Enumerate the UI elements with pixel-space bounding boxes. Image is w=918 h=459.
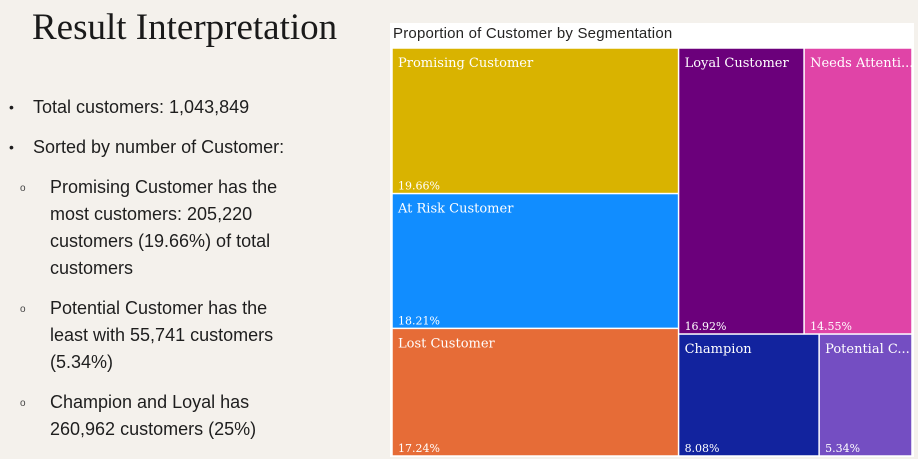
sub-bullet-circle-icon: o xyxy=(20,304,26,315)
treemap-rect[interactable] xyxy=(392,329,678,456)
treemap-rect[interactable] xyxy=(804,48,912,334)
treemap-rect[interactable] xyxy=(392,194,678,328)
treemap-category-label: Loyal Customer xyxy=(685,56,790,71)
slide-title: Result Interpretation xyxy=(32,7,338,48)
sub-bullet-circle-icon: o xyxy=(20,183,26,194)
bullet-list: • Total customers: 1,043,849 • Sorted by… xyxy=(0,0,385,459)
treemap-tile[interactable]: Lost Customer 17.24% xyxy=(392,329,678,456)
treemap-rect[interactable] xyxy=(679,48,804,334)
treemap-visual: Proportion of Customer by Segmentation P… xyxy=(390,23,914,457)
treemap-value-label: 14.55% xyxy=(810,320,852,333)
treemap-category-label: At Risk Customer xyxy=(397,202,514,217)
treemap-value-label: 18.21% xyxy=(398,314,440,327)
bullet-dot-icon: • xyxy=(9,99,14,115)
treemap-value-label: 19.66% xyxy=(398,180,440,193)
treemap-category-label: Lost Customer xyxy=(398,336,496,351)
treemap-value-label: 8.08% xyxy=(685,442,720,455)
bullet-text-total: Total customers: 1,043,849 xyxy=(33,97,250,117)
treemap-category-label: Champion xyxy=(685,342,753,357)
treemap-rect[interactable] xyxy=(392,48,678,193)
sub-bullet-circle-icon: o xyxy=(20,398,26,409)
treemap-category-label: Needs Attenti... xyxy=(810,56,913,71)
chart-title: Proportion of Customer by Segmentation xyxy=(393,25,673,42)
sub-bullet-text-champion-loyal: Champion and Loyal has 260,962 customers… xyxy=(50,392,257,439)
treemap-tile[interactable]: At Risk Customer 18.21% xyxy=(392,194,678,328)
treemap-category-label: Potential C... xyxy=(825,342,910,357)
treemap-value-label: 16.92% xyxy=(685,320,727,333)
treemap-tile[interactable]: Loyal Customer 16.92% xyxy=(679,48,804,334)
treemap-tile[interactable]: Promising Customer 19.66% xyxy=(392,48,678,193)
treemap-value-label: 5.34% xyxy=(825,442,860,455)
treemap-tile[interactable]: Champion 8.08% xyxy=(679,334,819,456)
treemap-category-label: Promising Customer xyxy=(398,56,534,71)
sub-bullet-text-promising: Promising Customer has the most customer… xyxy=(50,177,278,278)
treemap-rect[interactable] xyxy=(679,334,819,456)
treemap-tile[interactable]: Needs Attenti... 14.55% xyxy=(804,48,914,334)
treemap-rect[interactable] xyxy=(819,334,912,456)
treemap-tile[interactable]: Potential C... 5.34% xyxy=(819,334,912,456)
sub-bullet-text-potential: Potential Customer has the least with 55… xyxy=(50,298,274,372)
bullet-dot-icon: • xyxy=(9,139,14,155)
treemap-value-label: 17.24% xyxy=(398,442,440,455)
bullet-text-sorted: Sorted by number of Customer: xyxy=(33,137,285,157)
